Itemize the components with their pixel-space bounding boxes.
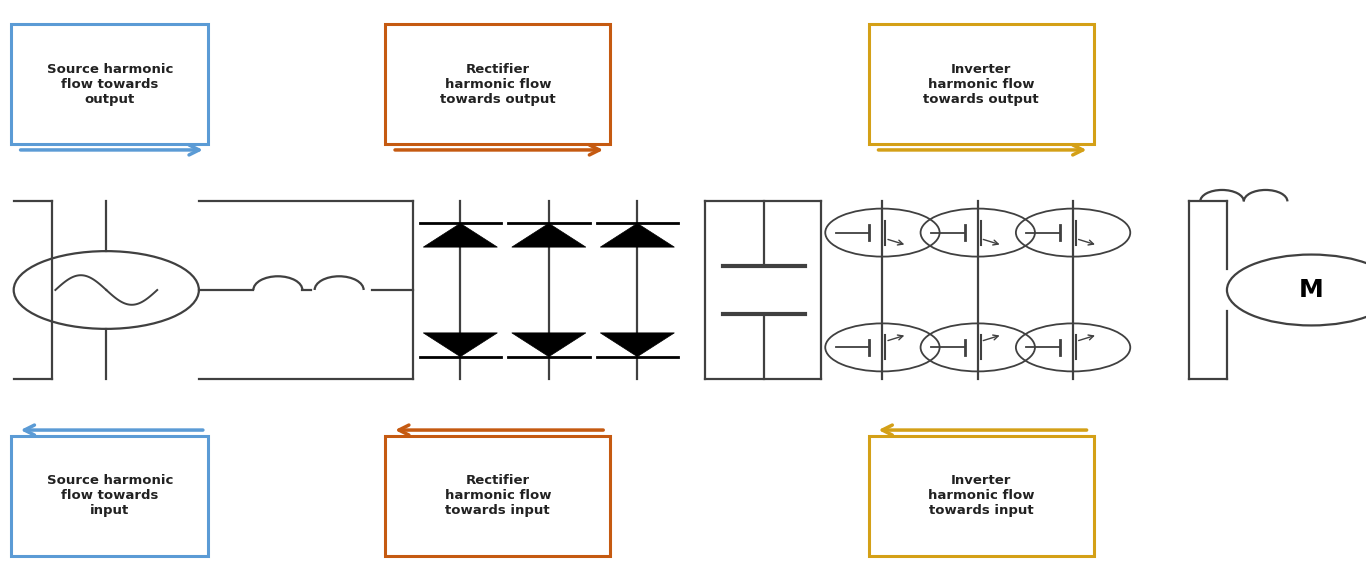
- Text: Inverter
harmonic flow
towards input: Inverter harmonic flow towards input: [927, 474, 1034, 517]
- FancyBboxPatch shape: [869, 436, 1093, 556]
- Polygon shape: [423, 333, 497, 357]
- Polygon shape: [512, 333, 586, 357]
- Polygon shape: [512, 223, 586, 247]
- FancyBboxPatch shape: [385, 436, 610, 556]
- Text: Inverter
harmonic flow
towards output: Inverter harmonic flow towards output: [923, 63, 1038, 106]
- Polygon shape: [423, 223, 497, 247]
- FancyBboxPatch shape: [385, 24, 610, 144]
- FancyBboxPatch shape: [869, 24, 1093, 144]
- Text: M: M: [1299, 278, 1323, 302]
- Text: Source harmonic
flow towards
output: Source harmonic flow towards output: [47, 63, 173, 106]
- Text: Source harmonic
flow towards
input: Source harmonic flow towards input: [47, 474, 173, 517]
- Text: Rectifier
harmonic flow
towards output: Rectifier harmonic flow towards output: [440, 63, 556, 106]
- FancyBboxPatch shape: [11, 436, 208, 556]
- Polygon shape: [600, 333, 674, 357]
- Text: Rectifier
harmonic flow
towards input: Rectifier harmonic flow towards input: [444, 474, 551, 517]
- Polygon shape: [600, 223, 674, 247]
- FancyBboxPatch shape: [11, 24, 208, 144]
